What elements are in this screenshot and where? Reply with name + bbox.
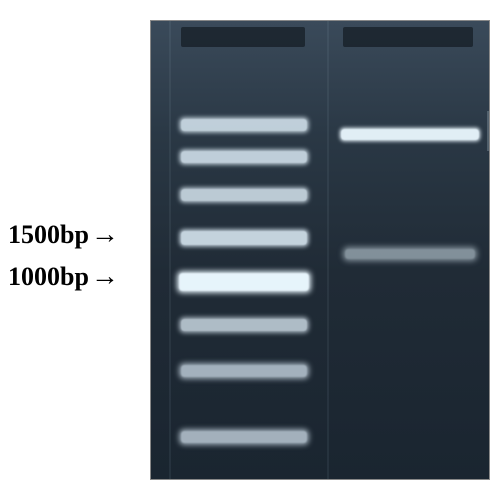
size-label-1500bp: 1500bp → bbox=[8, 220, 119, 250]
band-ladder-1 bbox=[181, 151, 307, 163]
well-ladder bbox=[181, 27, 305, 47]
band-ladder-5 bbox=[181, 319, 307, 331]
gel-artifact bbox=[487, 111, 490, 151]
size-label-1000bp: 1000bp → bbox=[8, 262, 119, 292]
band-ladder-2 bbox=[181, 189, 307, 201]
band-ladder-4 bbox=[179, 273, 309, 291]
band-sample-1 bbox=[345, 249, 475, 259]
well-sample bbox=[343, 27, 473, 47]
band-ladder-0 bbox=[181, 119, 307, 131]
lane-divider bbox=[169, 21, 171, 479]
gel-image bbox=[150, 20, 490, 480]
band-ladder-3 bbox=[181, 231, 307, 245]
size-label-column: 1500bp → 1000bp → bbox=[0, 0, 150, 504]
lane-divider bbox=[327, 21, 329, 479]
gel-figure: 1500bp → 1000bp → bbox=[0, 0, 500, 504]
size-label-text: 1000bp bbox=[8, 262, 89, 292]
size-label-text: 1500bp bbox=[8, 220, 89, 250]
band-ladder-7 bbox=[181, 431, 307, 443]
band-sample-0 bbox=[341, 129, 479, 140]
band-ladder-6 bbox=[181, 365, 307, 377]
arrow-right-icon: → bbox=[91, 221, 119, 249]
arrow-right-icon: → bbox=[91, 263, 119, 291]
